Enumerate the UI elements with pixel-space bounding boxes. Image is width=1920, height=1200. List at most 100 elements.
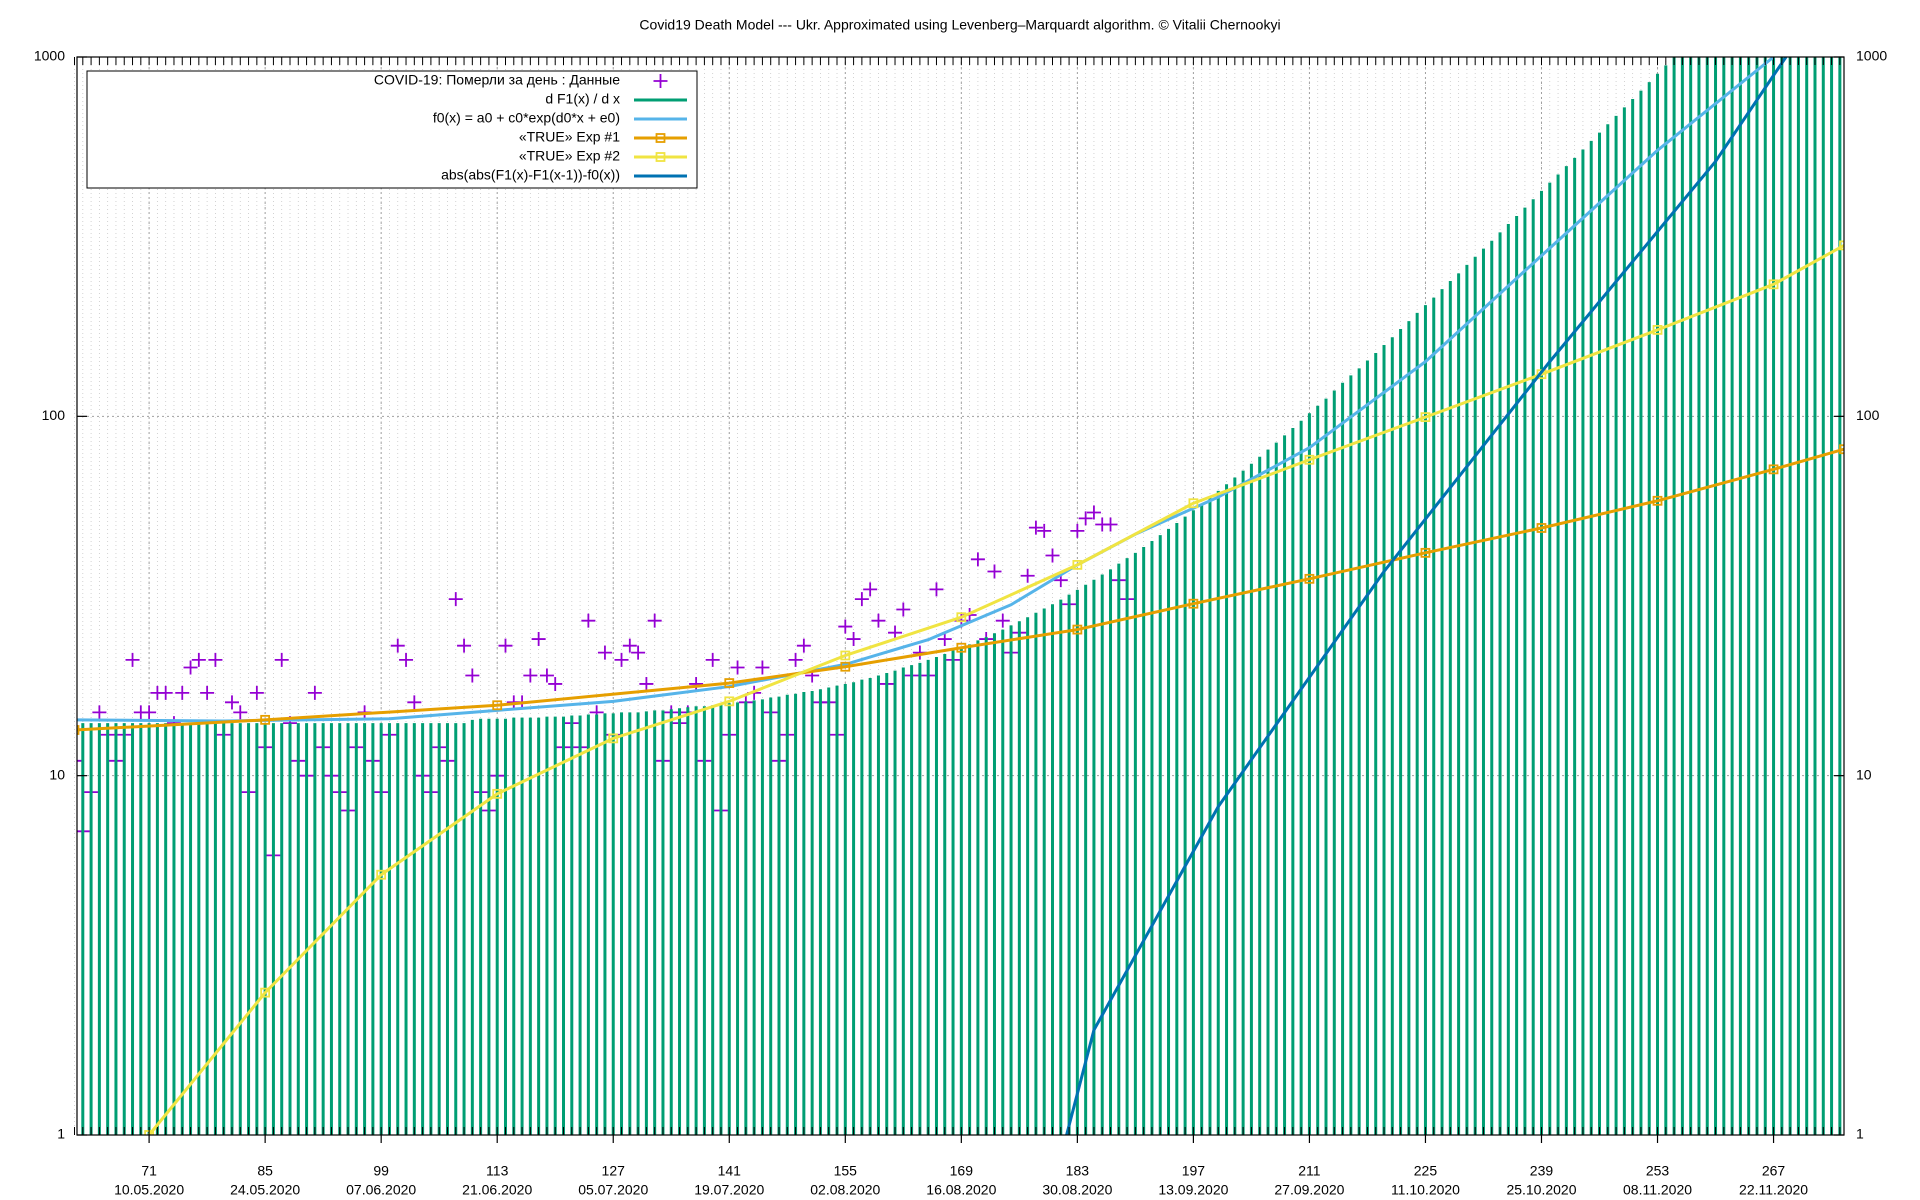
data-point <box>1103 517 1118 532</box>
y2-tick-label: 100 <box>1856 407 1880 423</box>
data-point <box>1070 523 1085 538</box>
line-marker <box>1768 464 1779 475</box>
y2-tick-label: 10 <box>1856 766 1872 782</box>
series-line <box>147 244 1844 1135</box>
legend-swatch <box>653 74 668 88</box>
x-tick-label: 155 <box>834 1163 858 1179</box>
y-tick-label: 100 <box>42 407 66 423</box>
legend: COVID-19: Померли за день : Данные d F1(x… <box>86 70 698 189</box>
data-point <box>1020 568 1035 583</box>
line-marker <box>1072 624 1083 635</box>
data-point <box>755 660 770 675</box>
y-tick-label: 1000 <box>34 48 65 64</box>
data-point <box>200 685 215 700</box>
x-tick-label: 197 <box>1182 1163 1206 1179</box>
series-line <box>77 447 1844 732</box>
x-tick-label: 169 <box>950 1163 974 1179</box>
data-point <box>970 552 985 567</box>
line-marker <box>1536 523 1547 533</box>
data-point <box>838 619 853 634</box>
line-marker <box>1072 559 1083 570</box>
data-point <box>249 685 264 700</box>
legend-label: f0(x) = a0 + c0*exp(d0*x + e0) <box>433 110 620 126</box>
line-marker <box>260 714 271 725</box>
data-point <box>888 625 903 640</box>
data-point <box>614 652 629 667</box>
data-point <box>631 645 646 660</box>
x-tick-label: 225 <box>1414 1163 1438 1179</box>
x-tick-label: 267 <box>1762 1163 1786 1179</box>
data-point <box>465 668 480 683</box>
data-point <box>531 632 546 647</box>
x-tick-date: 24.05.2020 <box>230 1182 300 1198</box>
data-point <box>539 668 554 683</box>
legend-box <box>86 70 698 189</box>
line-marker <box>956 642 967 653</box>
data-point <box>846 632 861 647</box>
line-marker <box>724 696 735 707</box>
x-tick-date: 05.07.2020 <box>578 1182 648 1198</box>
data-point <box>548 676 563 691</box>
x-tick-date: 07.06.2020 <box>346 1182 416 1198</box>
plot-border <box>76 56 1845 1136</box>
x-tick-label: 71 <box>141 1163 157 1179</box>
data-point <box>896 602 911 617</box>
data-point <box>233 705 248 720</box>
data-point <box>730 660 745 675</box>
line-marker <box>1188 598 1199 609</box>
line-marker <box>724 678 735 688</box>
series-line <box>1065 57 1788 1135</box>
legend-label: COVID-19: Померли за день : Данные <box>374 72 620 88</box>
data-point <box>929 582 944 597</box>
data-point <box>407 695 422 710</box>
legend-label: «TRUE» Exp #1 <box>519 129 620 145</box>
x-tick-label: 141 <box>718 1163 742 1179</box>
x-tick-label: 99 <box>373 1163 389 1179</box>
series-line <box>77 57 1775 723</box>
data-point <box>77 759 82 762</box>
line-marker <box>1839 444 1844 455</box>
data-point <box>622 638 637 653</box>
x-tick-date: 13.09.2020 <box>1158 1182 1228 1198</box>
data-point <box>1037 523 1052 538</box>
x-tick-date: 25.10.2020 <box>1506 1182 1576 1198</box>
plot-area <box>77 57 1844 1135</box>
data-point <box>581 613 596 628</box>
line-marker <box>1304 573 1315 584</box>
line-marker <box>1652 324 1663 335</box>
data-point <box>689 676 704 691</box>
x-tick-date: 27.09.2020 <box>1274 1182 1344 1198</box>
data-point <box>647 613 662 628</box>
legend-label: «TRUE» Exp #2 <box>519 148 620 164</box>
data-point <box>863 582 878 597</box>
line-marker <box>260 987 271 998</box>
x-tick-date: 19.07.2020 <box>694 1182 764 1198</box>
x-tick-date: 22.11.2020 <box>1739 1182 1808 1198</box>
data-point <box>208 652 223 667</box>
line-marker <box>376 869 387 880</box>
data-point <box>399 652 414 667</box>
data-point <box>1086 505 1101 520</box>
x-tick-date: 10.05.2020 <box>114 1182 184 1198</box>
x-tick-date: 02.08.2020 <box>810 1182 880 1198</box>
x-tick-label: 239 <box>1530 1163 1554 1179</box>
line-marker <box>840 661 851 672</box>
data-point <box>274 652 289 667</box>
data-point <box>937 632 952 647</box>
x-tick-label: 127 <box>602 1163 626 1179</box>
data-point <box>987 564 1002 579</box>
data-point <box>796 638 811 653</box>
line-marker <box>840 650 851 661</box>
line-marker <box>1839 240 1844 251</box>
data-point <box>390 638 405 653</box>
data-point <box>158 685 173 700</box>
data-point <box>142 705 157 720</box>
data-point <box>183 660 198 675</box>
chart-title: Covid19 Death Model --- Ukr. Approximate… <box>639 17 1280 33</box>
x-tick-date: 30.08.2020 <box>1042 1182 1112 1198</box>
legend-label: abs(abs(F1(x)-F1(x-1))-f0(x)) <box>441 167 620 183</box>
line-marker <box>492 700 503 711</box>
x-tick-label: 183 <box>1066 1163 1090 1179</box>
